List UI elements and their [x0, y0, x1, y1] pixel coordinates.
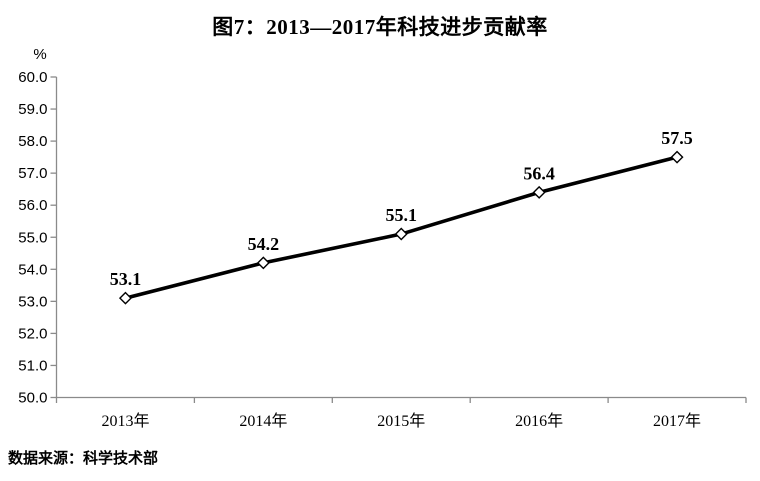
data-point-label: 56.4	[523, 163, 555, 183]
y-tick-label: 51.0	[18, 357, 47, 374]
x-tick-label: 2016年	[515, 412, 563, 430]
data-point-marker	[256, 256, 270, 270]
y-tick-label: 58.0	[18, 133, 47, 150]
x-tick-label: 2015年	[377, 412, 425, 430]
y-tick-label: 59.0	[18, 101, 47, 118]
data-point-label: 54.2	[248, 234, 280, 254]
data-point-marker	[532, 185, 546, 199]
x-tick-label: 2014年	[239, 412, 287, 430]
y-axis-unit-label: %	[33, 46, 47, 63]
y-tick-label: 55.0	[18, 229, 47, 246]
chart-title: 图7：2013—2017年科技进步贡献率	[212, 15, 548, 39]
y-tick-label: 52.0	[18, 325, 47, 342]
y-tick-label: 60.0	[18, 69, 47, 86]
y-tick-label: 57.0	[18, 165, 47, 182]
data-point-label: 53.1	[110, 269, 142, 289]
data-point-label: 57.5	[661, 128, 693, 148]
source-note: 数据来源：科学技术部	[8, 450, 159, 467]
data-point-label: 55.1	[386, 205, 418, 225]
y-tick-label: 53.0	[18, 293, 47, 310]
y-tick-label: 50.0	[18, 390, 47, 407]
data-point-marker	[394, 227, 408, 241]
data-point-marker	[670, 150, 684, 164]
y-tick-label: 54.0	[18, 261, 47, 278]
x-tick-label: 2017年	[653, 412, 701, 430]
y-tick-label: 56.0	[18, 197, 47, 214]
x-tick-label: 2013年	[101, 412, 149, 430]
data-point-marker	[118, 291, 132, 305]
